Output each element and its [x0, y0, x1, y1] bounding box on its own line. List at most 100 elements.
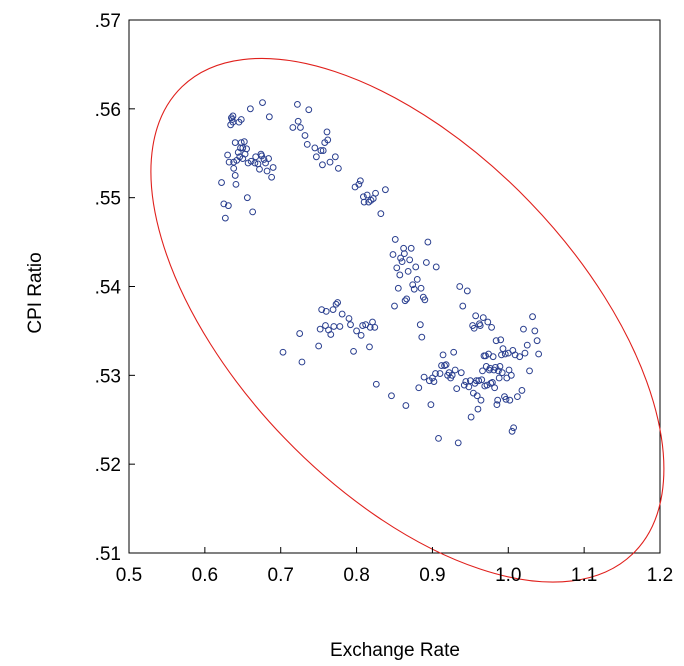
scatter-point — [318, 306, 326, 313]
scatter-point — [298, 358, 306, 366]
plot-area-border — [128, 19, 661, 554]
scatter-point — [478, 376, 486, 384]
scatter-point — [268, 173, 276, 181]
scatter-point — [401, 297, 409, 305]
scatter-point — [450, 348, 458, 356]
scatter-point — [403, 295, 411, 303]
scatter-point — [476, 322, 484, 329]
scatter-point — [260, 156, 268, 163]
scatter-point — [483, 381, 491, 389]
scatter-point — [415, 384, 423, 392]
scatter-point — [289, 124, 297, 131]
scatter-point — [228, 116, 236, 123]
y-axis-title: CPI Ratio — [25, 252, 46, 333]
scatter-point — [535, 350, 543, 358]
scatter-point — [412, 263, 420, 271]
scatter-point — [473, 392, 481, 400]
scatter-point — [493, 401, 501, 409]
scatter-point — [389, 251, 397, 258]
scatter-point — [442, 361, 450, 369]
scatter-point — [381, 186, 389, 194]
scatter-point — [265, 155, 272, 162]
scatter-point — [479, 314, 487, 321]
scatter-point — [294, 100, 301, 108]
scatter-point — [441, 362, 448, 369]
scatter-point — [457, 369, 465, 377]
scatter-point — [301, 132, 309, 139]
scatter-point — [258, 152, 266, 160]
x-tick-label: 1.1 — [571, 565, 597, 586]
scatter-point — [409, 281, 417, 289]
scatter-point — [297, 124, 304, 131]
scatter-point — [371, 323, 379, 331]
scatter-point — [247, 157, 255, 165]
x-tick-label: 0.6 — [192, 565, 218, 586]
scatter-point — [474, 405, 482, 413]
scatter-point — [470, 324, 478, 332]
scatter-point — [322, 322, 329, 329]
scatter-point — [359, 322, 367, 329]
scatter-point — [338, 310, 346, 318]
scatter-point — [432, 370, 439, 377]
scatter-point — [432, 263, 440, 271]
scatter-point — [459, 302, 467, 310]
confidence-ellipse-group — [150, 57, 665, 583]
scatter-point — [404, 267, 412, 275]
scatter-point — [511, 351, 519, 359]
scatter-point — [462, 378, 470, 385]
scatter-point — [231, 139, 239, 146]
scatter-point — [454, 439, 462, 447]
x-tick-label: 0.5 — [116, 565, 142, 586]
scatter-point — [463, 287, 471, 295]
scatter-point — [243, 145, 250, 153]
x-tick-label: 0.7 — [268, 565, 294, 586]
scatter-point — [229, 112, 237, 120]
scatter-point — [388, 392, 395, 400]
scatter-point — [492, 337, 500, 345]
scatter-point — [496, 363, 504, 370]
scatter-point — [372, 189, 379, 197]
x-tick-label: 0.8 — [343, 565, 369, 586]
scatter-point — [453, 385, 461, 393]
scatter-point — [259, 99, 266, 107]
scatter-point — [488, 323, 495, 331]
scatter-point — [435, 435, 442, 442]
scatter-point — [406, 256, 414, 264]
scatter-point — [269, 164, 277, 171]
scatter-point — [438, 362, 445, 369]
scatter-point — [334, 164, 342, 172]
scatter-point — [329, 306, 337, 313]
x-tick-label: 1.2 — [647, 565, 673, 586]
y-tick-label: .52 — [95, 455, 121, 476]
x-tick-label: 1.0 — [495, 565, 521, 586]
scatter-point — [353, 327, 360, 335]
scatter-point — [330, 323, 338, 330]
scatter-point — [498, 351, 505, 359]
scatter-point — [336, 323, 344, 330]
scatter-point — [323, 128, 331, 136]
scatter-point — [398, 258, 406, 266]
y-tick-label: .51 — [95, 544, 121, 565]
scatter-point — [510, 424, 517, 432]
scatter-point — [331, 153, 339, 161]
scatter-point — [350, 347, 357, 355]
data-points — [218, 99, 543, 447]
scatter-point — [460, 381, 468, 389]
scatter-point — [421, 296, 429, 304]
scatter-point — [263, 167, 271, 175]
scatter-point — [407, 244, 415, 252]
scatter-point — [251, 159, 259, 167]
scatter-point — [363, 191, 371, 199]
scatter-point — [294, 117, 302, 125]
scatter-point — [315, 342, 323, 350]
scatter-point — [265, 113, 273, 121]
scatter-point — [484, 318, 492, 326]
scatter-point — [231, 172, 239, 179]
scatter-point — [332, 300, 340, 308]
scatter-point — [502, 395, 510, 403]
scatter-point — [456, 283, 464, 290]
scatter-point — [237, 116, 245, 123]
plot-frame — [128, 19, 661, 554]
scatter-point — [506, 396, 514, 404]
